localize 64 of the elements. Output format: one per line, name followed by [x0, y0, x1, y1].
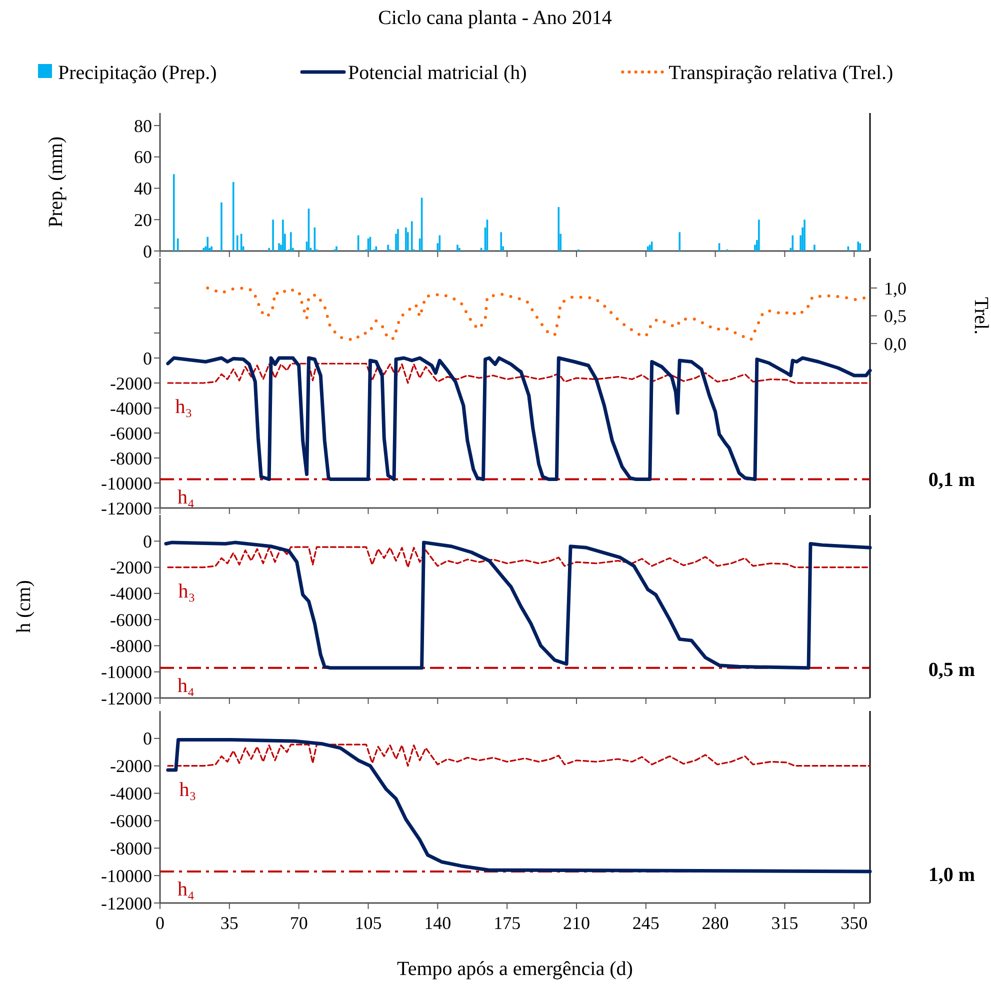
x-tick-label: 70	[290, 913, 308, 933]
y-tick-label: 80	[134, 116, 152, 136]
x-tick-label: 0	[156, 913, 164, 933]
x-tick-label: 315	[771, 913, 798, 933]
annotation: h₃	[175, 396, 192, 418]
y2-tick-label: 1,0	[884, 278, 906, 298]
y-tick-label: -2000	[110, 756, 152, 776]
y-tick-label: -4000	[110, 398, 152, 418]
line-series	[206, 286, 866, 342]
x-tick-label: 350	[840, 913, 868, 933]
y-tick-label: -4000	[110, 584, 152, 604]
line-series	[166, 738, 872, 874]
y-tick-label: -12000	[101, 688, 152, 708]
x-tick-label: 210	[562, 913, 590, 933]
chart-title: Ciclo cana planta - Ano 2014	[378, 7, 612, 29]
x-tick-label: 175	[494, 913, 521, 933]
y-tick-label: 60	[134, 147, 152, 168]
ref-line-label: h₄	[178, 486, 195, 508]
text: 0,5 m	[928, 659, 976, 681]
annotation: h₃	[178, 580, 196, 602]
x-tick-label: 245	[632, 913, 660, 933]
y-axis-title: Prep. (mm)	[45, 136, 67, 228]
y-axis-title: h (cm)	[13, 580, 35, 633]
x-tick-label: 105	[354, 913, 382, 933]
y-tick-label: 20	[134, 210, 152, 230]
line-series	[167, 744, 871, 767]
x-tick-label: 35	[220, 913, 238, 933]
y-tick-label: 40	[134, 178, 152, 199]
y-tick-label: -2000	[110, 373, 152, 394]
y-tick-label: 0	[143, 348, 152, 368]
line-series	[166, 356, 872, 481]
y-tick-label: -10000	[101, 866, 152, 886]
y-tick-label: 0	[143, 728, 152, 749]
ref-line-label: h₄	[178, 674, 195, 697]
y-tick-label: -12000	[101, 498, 152, 518]
y-tick-label: -6000	[110, 811, 152, 832]
y2-tick-label: 0,5	[884, 306, 906, 326]
y-tick-label: 0	[143, 531, 152, 552]
legend-label: Potencial matricial (h)	[348, 62, 527, 84]
legend-label: Transpiração relativa (Trel.)	[668, 62, 894, 84]
x-axis-title: Tempo após a emergência (d)	[397, 958, 633, 980]
line-series	[167, 362, 871, 384]
y-tick-label: -12000	[101, 893, 152, 914]
text: 1,0 m	[928, 864, 976, 886]
legend-label: Precipitação (Prep.)	[58, 62, 217, 84]
annotation: h₃	[179, 778, 196, 801]
y2-axis-title: Trel.	[970, 296, 991, 335]
y-tick-label: -6000	[110, 610, 152, 630]
y-tick-label: -4000	[110, 784, 152, 804]
y-tick-label: -8000	[110, 448, 152, 468]
x-tick-label: 280	[702, 913, 729, 933]
y-tick-label: -6000	[110, 423, 152, 444]
text: 0,1 m	[928, 469, 976, 491]
ref-line-label: h₄	[178, 878, 195, 900]
y-tick-label: -8000	[110, 838, 152, 858]
x-tick-label: 140	[424, 913, 452, 933]
y-tick-label: -10000	[101, 473, 152, 494]
y-tick-label: -8000	[110, 636, 152, 656]
y-tick-label: -2000	[110, 558, 152, 578]
y-tick-label: 0	[143, 241, 152, 262]
y-tick-label: -10000	[101, 662, 152, 682]
line-series	[167, 546, 871, 568]
line-series	[164, 540, 872, 670]
y2-tick-label: 0,0	[884, 334, 906, 354]
